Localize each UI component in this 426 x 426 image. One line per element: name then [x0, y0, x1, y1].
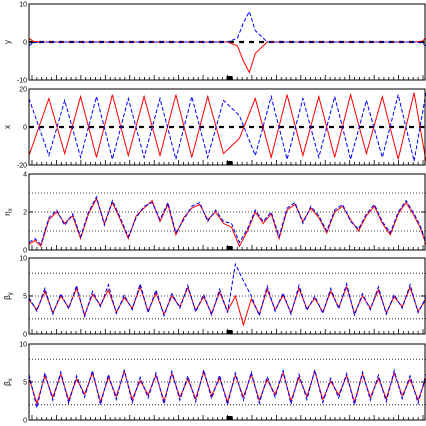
y-tick-label-2-2: 4: [23, 172, 27, 179]
element-marker-1: [226, 161, 233, 165]
y-tick-label-1-1: 0: [23, 125, 27, 132]
y-tick-label-1-0: -20: [17, 163, 27, 170]
y-axis-label-4: βx: [3, 378, 14, 386]
chart-panel-4: 0 5 10 βx: [3, 342, 426, 425]
y-tick-label-0-1: 0: [23, 40, 27, 47]
y-axis-label-3: βy: [3, 292, 14, 300]
chart-panel-0: -10 0 10 y: [3, 2, 426, 85]
chart-panel-2: 0 2 4 ηx: [3, 172, 426, 255]
y-tick-label-0-0: -10: [17, 78, 27, 85]
y-tick-label-2-1: 2: [23, 210, 27, 217]
y-axis-label-0: y: [3, 40, 12, 44]
series-line-2-1: [28, 195, 426, 246]
series-line-1-1: [28, 92, 426, 162]
y-tick-label-3-1: 5: [23, 294, 27, 301]
y-axis-label-subscript-2: x: [8, 208, 14, 211]
series-line-1-0: [28, 92, 426, 162]
element-marker-0: [226, 76, 233, 80]
series-line-4-1: [28, 367, 426, 408]
chart-panel-3: 0 5 10 βy: [3, 256, 426, 339]
series-line-0-1: [28, 10, 426, 47]
y-tick-label-0-2: 10: [19, 2, 27, 9]
y-axis-label-1: x: [3, 125, 12, 129]
y-tick-label-3-2: 10: [19, 256, 27, 263]
series-line-3-1: [28, 262, 426, 319]
y-tick-label-1-2: 20: [19, 87, 27, 94]
element-marker-4: [226, 416, 233, 420]
series-line-2-0: [28, 197, 426, 248]
y-tick-label-4-0: 0: [23, 418, 27, 425]
y-tick-label-4-1: 5: [23, 380, 27, 387]
y-axis-label-2: ηx: [3, 208, 14, 215]
element-marker-3: [226, 330, 233, 334]
series-line-4-0: [28, 369, 426, 406]
y-axis-label-subscript-4: x: [8, 378, 14, 381]
element-marker-2: [226, 246, 233, 250]
chart-panel-1: -20 0 20 x: [3, 87, 426, 170]
y-axis-label-subscript-3: y: [8, 292, 14, 295]
series-line-0-0: [28, 37, 426, 74]
y-tick-label-4-2: 10: [19, 342, 27, 349]
y-tick-label-2-0: 0: [23, 248, 27, 255]
y-tick-label-3-0: 0: [23, 332, 27, 339]
